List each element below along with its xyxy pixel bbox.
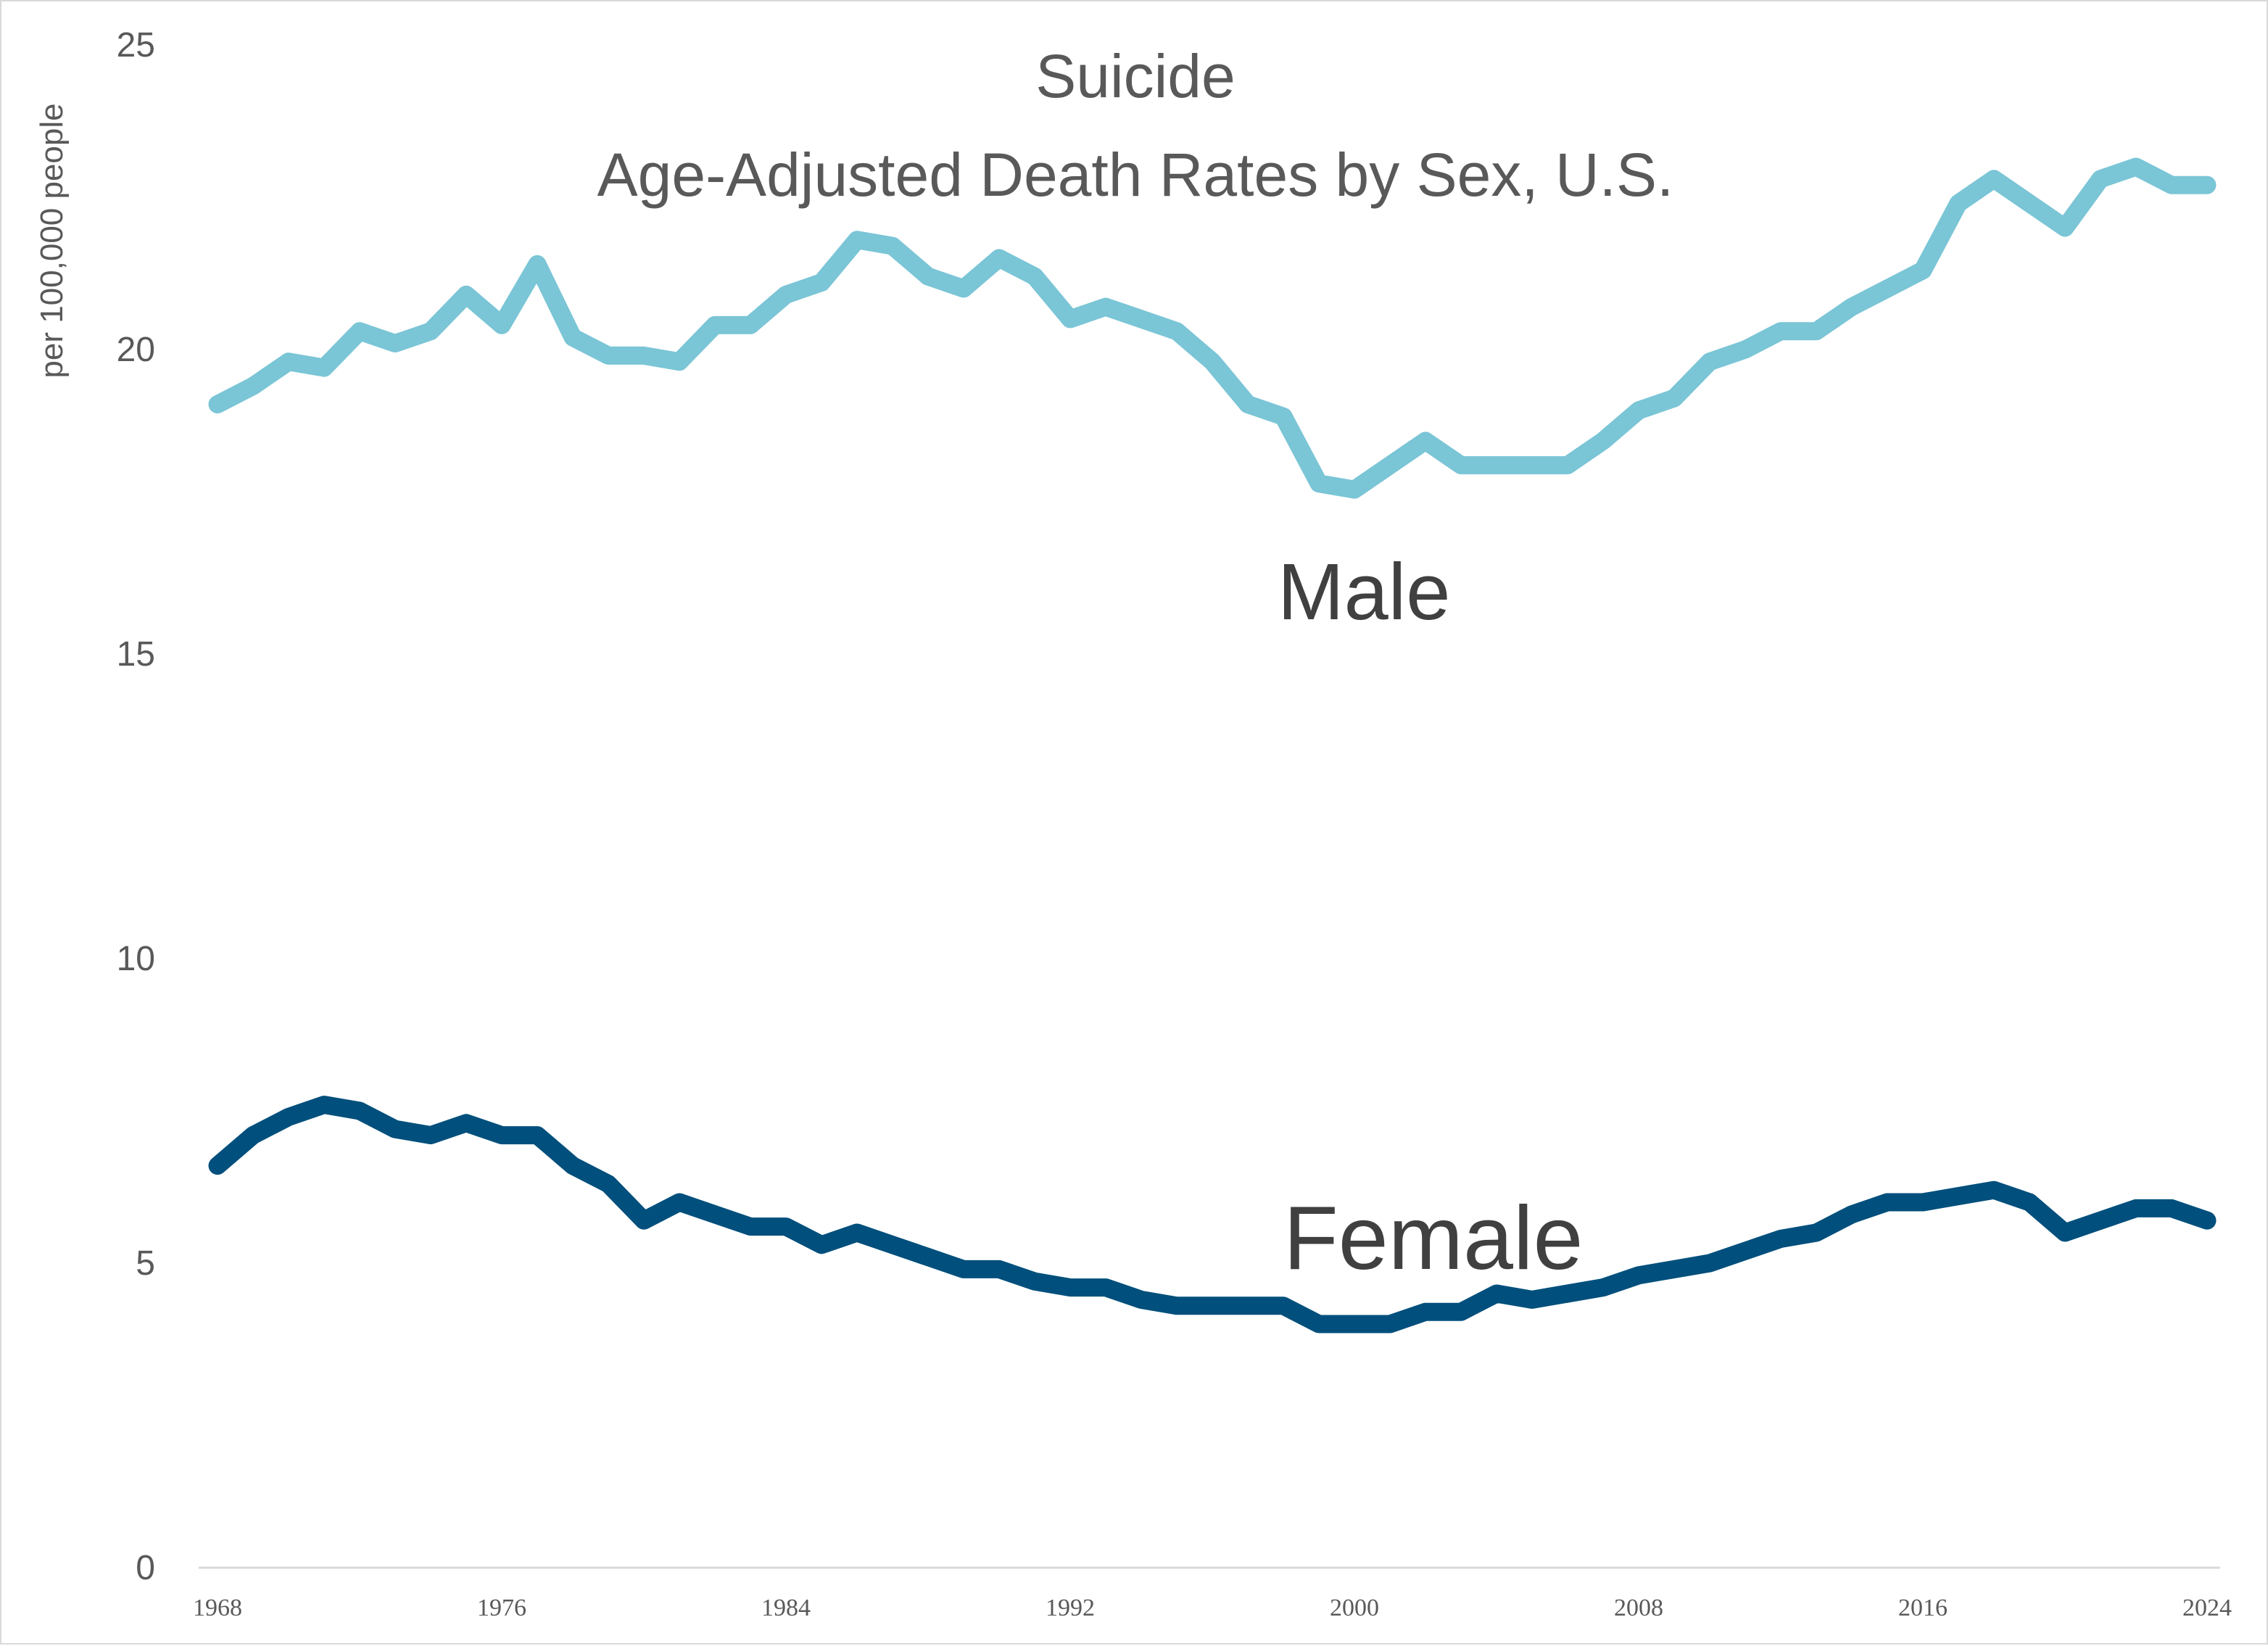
x-tick-label: 2024	[2182, 1595, 2232, 1621]
x-tick-label: 1976	[477, 1595, 526, 1621]
x-tick-label: 2008	[1614, 1595, 1663, 1621]
series-line-male	[208, 157, 2217, 499]
x-tick-label: 1984	[761, 1595, 811, 1621]
chart-subtitle: Age-Adjusted Death Rates by Sex, U.S.	[597, 141, 1674, 209]
axes: 0 5 10 15 20 25 1968 1976 1984 1992 2000 2008 2016 20…	[117, 26, 2232, 1621]
y-axis-label: per 100,000 people	[34, 103, 70, 378]
chart-title: Suicide	[1035, 42, 1236, 110]
x-tick-label: 1968	[193, 1595, 242, 1621]
y-tick-label: 0	[136, 1549, 155, 1587]
series-lines	[208, 157, 2217, 1333]
y-tick-label: 15	[117, 635, 155, 674]
y-tick-label: 5	[136, 1244, 155, 1283]
x-tick-label: 2000	[1330, 1595, 1379, 1621]
y-tick-label: 25	[117, 26, 155, 65]
series-label-female: Female	[1283, 1188, 1583, 1289]
series-label-male: Male	[1278, 547, 1450, 637]
x-tick-label: 2016	[1898, 1595, 1948, 1621]
series-line-female	[208, 1096, 2217, 1333]
x-tick-label: 1992	[1046, 1595, 1095, 1621]
y-tick-label: 10	[117, 940, 155, 978]
y-tick-label: 20	[117, 331, 155, 369]
